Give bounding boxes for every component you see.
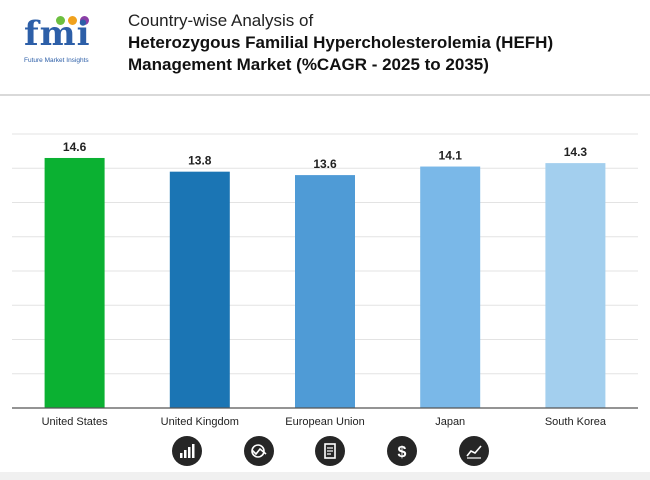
data-label: 13.8 [188,154,212,168]
title-line-3: Management Market (%CAGR - 2025 to 2035) [128,55,489,74]
logo-subtitle: Future Market Insights [24,57,89,64]
title-line-2: Heterozygous Familial Hypercholesterolem… [128,33,554,52]
icon-row: $ [0,436,650,470]
data-label: 13.6 [313,157,337,171]
bar-united-kingdom [169,171,230,408]
logo-dots [56,12,92,30]
trend-chart-icon [459,436,489,466]
bar-chart: 14.6 United States 13.8 United Kingdom 13.6 E… [12,133,638,428]
document-icon [315,436,345,466]
chart-title: Country-wise Analysis of Heterozygous Fa… [128,10,638,76]
globe-chart-icon [244,436,274,466]
data-label: 14.6 [63,140,87,154]
x-tick-label: South Korea [545,416,607,428]
logo-dot-green [56,16,65,25]
x-tick-label: United States [42,416,109,428]
bar-south-korea [545,163,606,408]
x-tick-label: European Union [285,416,365,428]
x-tick-label: United Kingdom [161,416,239,428]
logo-dot-orange [68,16,77,25]
bar-european-union [295,175,355,408]
svg-text:$: $ [398,444,407,460]
data-label: 14.3 [564,145,588,159]
bar-united-states [44,157,105,408]
data-label: 14.1 [439,149,463,163]
bar-growth-icon [172,436,202,466]
fmi-logo: fmi Future Market Insights [22,10,112,68]
logo-text: fmi [24,14,91,54]
header-divider [0,94,650,96]
logo-dot-purple [80,16,89,25]
header: fmi Future Market Insights Country-wise … [0,0,650,94]
dollar-icon: $ [387,436,417,466]
title-line-1: Country-wise Analysis of [128,11,314,30]
footer-band [0,472,650,480]
x-tick-label: Japan [435,416,465,428]
bar-japan [420,166,481,408]
